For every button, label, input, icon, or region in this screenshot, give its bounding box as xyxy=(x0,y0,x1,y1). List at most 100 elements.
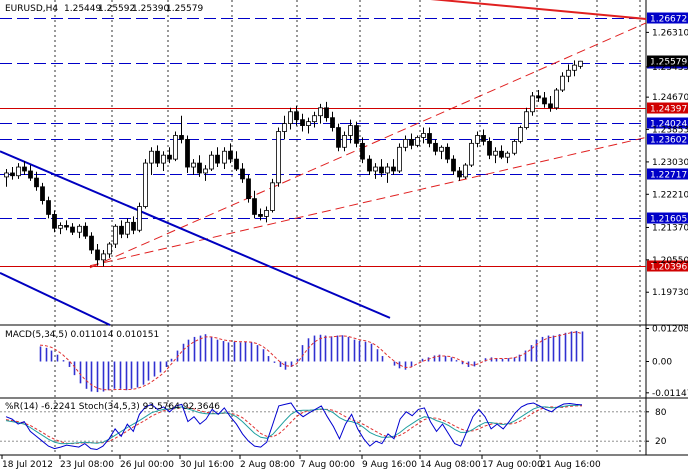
trend-line-upper-channel xyxy=(89,22,647,269)
candle-body xyxy=(4,172,9,178)
time-grid xyxy=(0,0,688,456)
candle-body xyxy=(342,135,347,148)
candle-body xyxy=(52,214,57,229)
candle-body xyxy=(276,131,281,184)
trend-line-lower-channel xyxy=(89,136,647,267)
level-tag xyxy=(647,212,688,224)
price-axis: 1.26310 1.25435 1.24670 1.23853 1.23030 1.222… xyxy=(646,28,688,298)
candle-body xyxy=(457,170,462,178)
candle-body xyxy=(64,225,69,228)
level-tag xyxy=(647,12,688,24)
level-tag xyxy=(647,168,688,180)
candles xyxy=(4,60,583,267)
ohlc-close: 1.25579 xyxy=(166,4,203,14)
candle-body xyxy=(107,243,112,255)
trend-line-resistance xyxy=(430,0,647,20)
level-label: 1.24397 xyxy=(650,105,687,115)
candle-body xyxy=(505,152,510,158)
price-tick-label: 1.19730 xyxy=(652,288,688,298)
current-price-label: 1.25579 xyxy=(650,58,687,68)
candle-body xyxy=(28,170,33,179)
candle-body xyxy=(70,226,75,233)
stoch-tick-label: 80 xyxy=(655,408,667,418)
time-tick-label: 14 Aug 08:00 xyxy=(420,460,481,470)
candle-body xyxy=(209,154,214,170)
candle-body xyxy=(34,177,39,188)
candle-body xyxy=(179,135,184,140)
candle-body xyxy=(161,154,166,164)
candle-body xyxy=(294,111,299,121)
candle-body xyxy=(77,225,82,233)
stoch-tick-label: 20 xyxy=(655,437,667,447)
candle-body xyxy=(101,253,106,261)
candle-body xyxy=(10,172,15,177)
time-tick-label: 18 Jul 2012 xyxy=(2,460,53,470)
macd-signal-line xyxy=(39,331,583,391)
candle-body xyxy=(125,221,130,235)
candle-body xyxy=(367,158,372,172)
level-tag xyxy=(647,133,688,145)
candle-body xyxy=(222,150,227,164)
candle-body xyxy=(475,135,480,144)
time-tick-label: 26 Jul 00:00 xyxy=(120,460,174,470)
candle-body xyxy=(83,225,88,237)
candle-body xyxy=(288,111,293,125)
candle-body xyxy=(578,60,583,67)
macd-tick-label: 0.012085 xyxy=(652,324,688,334)
horizontal-levels: 1.266721.255461.243971.240241.236021.227… xyxy=(0,12,688,273)
candle-body xyxy=(318,107,323,117)
candle-body xyxy=(228,150,233,160)
candle-body xyxy=(493,150,498,156)
trend-lines xyxy=(0,0,647,326)
macd-label: MACD(5,34,5) 0.011014 0.010151 xyxy=(5,330,159,340)
candle-body xyxy=(487,140,492,156)
candle-body xyxy=(234,158,239,170)
candle-body xyxy=(203,168,208,174)
level-label: 1.20396 xyxy=(650,263,687,273)
candle-body xyxy=(324,107,329,119)
candle-body xyxy=(191,162,196,168)
candle-body xyxy=(530,95,535,113)
candle-body xyxy=(119,225,124,235)
candle-body xyxy=(536,95,541,99)
candle-body xyxy=(427,133,432,144)
time-tick-label: 17 Aug 00:00 xyxy=(482,460,543,470)
candle-body xyxy=(354,125,359,144)
candle-body xyxy=(306,121,311,126)
level-label: 1.21605 xyxy=(650,215,687,225)
candle-body xyxy=(512,140,517,154)
current-price-tag xyxy=(647,55,688,67)
ohlc-low: 1.25390 xyxy=(132,4,169,14)
candle-body xyxy=(173,135,178,160)
price-tick-label: 1.25435 xyxy=(652,63,688,73)
price-tick-label: 1.22210 xyxy=(652,190,688,200)
candle-body xyxy=(149,150,154,164)
macd-tick-label: -0.01147 xyxy=(652,389,688,399)
level-label: 1.24024 xyxy=(650,120,687,130)
candle-body xyxy=(373,166,378,172)
candle-body xyxy=(385,166,390,174)
candle-body xyxy=(403,138,408,148)
candle-body xyxy=(566,69,571,77)
candle-body xyxy=(300,119,305,126)
symbol-header: EURUSD,H4 xyxy=(5,4,58,14)
candle-body xyxy=(282,123,287,132)
time-tick-label: 7 Aug 00:00 xyxy=(300,460,355,470)
candle-body xyxy=(40,186,45,202)
level-label: 1.23602 xyxy=(650,136,687,146)
candle-body xyxy=(131,221,136,231)
candle-body xyxy=(336,127,341,148)
candle-body xyxy=(379,166,384,174)
candle-body xyxy=(397,146,402,172)
candle-body xyxy=(481,135,486,142)
candle-body xyxy=(348,125,353,136)
candle-body xyxy=(185,138,190,168)
candle-body xyxy=(439,146,444,152)
time-tick-label: 9 Aug 16:00 xyxy=(362,460,417,470)
candle-body xyxy=(554,89,559,109)
time-tick-label: 30 Jul 16:00 xyxy=(180,460,234,470)
candle-body xyxy=(360,142,365,160)
candle-body xyxy=(499,150,504,158)
level-label: 1.22717 xyxy=(650,171,687,181)
